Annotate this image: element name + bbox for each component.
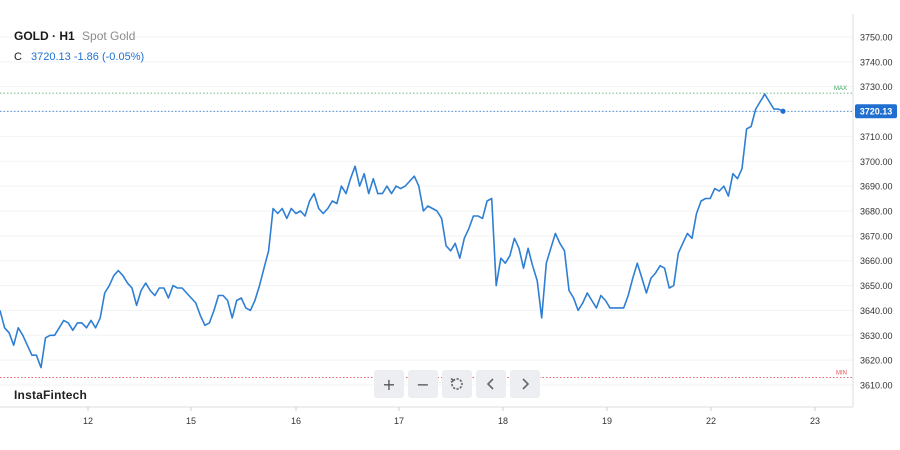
x-tick-label: 19 xyxy=(602,416,612,426)
reset-icon xyxy=(450,377,463,390)
scroll-left-button[interactable] xyxy=(476,370,506,398)
current-price-tag-bg xyxy=(855,104,897,119)
max-label: MAX xyxy=(834,86,847,92)
y-tick-label: 3610.00 xyxy=(860,381,893,391)
current-price-tag: 3720.13 xyxy=(855,104,897,119)
y-tick-label: 3730.00 xyxy=(860,82,893,92)
close-label: C xyxy=(14,51,22,63)
y-tick-label: 3680.00 xyxy=(860,206,893,216)
y-tick-label: 3740.00 xyxy=(860,57,893,67)
change-value: -1.86 (-0.05%) xyxy=(73,51,145,63)
x-tick-label: 18 xyxy=(498,416,508,426)
x-tick-label: 23 xyxy=(810,416,820,426)
minus-icon: − xyxy=(416,374,430,394)
x-tick-label: 15 xyxy=(186,416,196,426)
close-value: 3720.13 xyxy=(31,51,71,63)
y-tick-label: 3750.00 xyxy=(860,32,893,42)
plus-icon: + xyxy=(382,374,396,394)
last-price-point xyxy=(780,108,786,114)
y-tick-label: 3630.00 xyxy=(860,331,893,341)
y-tick-label: 3710.00 xyxy=(860,132,893,142)
x-tick-label: 22 xyxy=(706,416,716,426)
current-price-label: 3720.13 xyxy=(860,107,893,117)
chart-toolbar: + − xyxy=(374,370,540,398)
y-tick-label: 3650.00 xyxy=(860,281,893,291)
instrument-description: Spot Gold xyxy=(82,29,136,43)
chevron-right-icon xyxy=(522,378,530,390)
y-tick-label: 3690.00 xyxy=(860,182,893,192)
x-tick-label: 12 xyxy=(83,416,93,426)
zoom-in-button[interactable]: + xyxy=(374,370,404,398)
x-tick-label: 16 xyxy=(291,416,301,426)
y-tick-label: 3660.00 xyxy=(860,256,893,266)
y-tick-label: 3670.00 xyxy=(860,231,893,241)
symbol-label: GOLD · H1 xyxy=(14,29,75,43)
reset-button[interactable] xyxy=(442,370,472,398)
price-series-line xyxy=(0,93,784,369)
x-tick-label: 17 xyxy=(394,416,404,426)
y-tick-label: 3620.00 xyxy=(860,356,893,366)
y-tick-label: 3700.00 xyxy=(860,157,893,167)
chart-header: GOLD · H1 Spot Gold xyxy=(14,29,135,43)
zoom-out-button[interactable]: − xyxy=(408,370,438,398)
brand-logo: InstaFintech xyxy=(14,388,88,402)
y-tick-label: 3640.00 xyxy=(860,306,893,316)
chevron-left-icon xyxy=(486,378,494,390)
min-label: MIN xyxy=(836,371,847,377)
scroll-right-button[interactable] xyxy=(510,370,540,398)
ohlc-readout: C 3720.13 -1.86 (-0.05%) xyxy=(14,51,144,63)
